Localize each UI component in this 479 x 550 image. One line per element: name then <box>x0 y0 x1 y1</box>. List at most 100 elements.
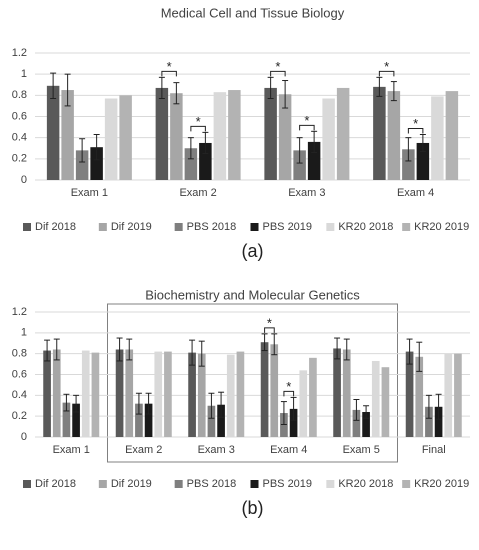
x-tick-label: Exam 4 <box>270 444 307 456</box>
y-tick-label: 0.6 <box>12 368 27 380</box>
bar <box>381 367 390 437</box>
bar <box>373 86 386 180</box>
bar <box>90 147 103 180</box>
legend-swatch <box>23 480 31 488</box>
legend-swatch <box>23 223 31 231</box>
x-tick-label: Final <box>422 444 446 456</box>
legend-label: PBS 2018 <box>187 221 237 233</box>
bar <box>115 349 124 437</box>
bar <box>445 91 459 180</box>
y-tick-label: 0.2 <box>12 153 27 165</box>
bar <box>207 405 216 437</box>
significance-bracket <box>283 390 295 397</box>
bar <box>454 353 462 437</box>
y-tick-label: 0 <box>21 431 27 443</box>
bar <box>425 406 433 437</box>
bar <box>371 360 380 437</box>
legend-label: KR20 2018 <box>338 478 393 490</box>
y-tick-label: 1 <box>21 68 27 80</box>
legend-swatch <box>174 480 183 488</box>
legend-label: PBS 2018 <box>187 478 237 490</box>
bar <box>336 87 350 180</box>
y-tick-label: 0.8 <box>12 348 27 360</box>
significance-bracket <box>264 327 275 333</box>
bar <box>91 352 100 437</box>
bar <box>155 87 169 180</box>
x-tick-label: Exam 5 <box>343 444 380 456</box>
legend-swatch <box>174 223 183 231</box>
highlight-frame <box>107 303 398 463</box>
bar <box>405 351 414 437</box>
significance-bracket <box>161 70 177 77</box>
bar <box>289 408 298 437</box>
caption: (a) <box>242 241 264 261</box>
bar <box>164 351 172 437</box>
x-tick-label: Exam 2 <box>125 444 162 456</box>
bar <box>228 90 241 180</box>
legend-label: KR20 2019 <box>414 478 469 490</box>
significance-bracket <box>270 70 286 77</box>
bar <box>184 148 198 180</box>
legend-swatch <box>98 223 107 231</box>
legend-label: Dif 2018 <box>35 478 76 490</box>
legend-label: PBS 2019 <box>263 221 313 233</box>
bar <box>226 354 235 437</box>
y-tick-label: 0.4 <box>12 389 27 401</box>
y-tick-label: 1.2 <box>12 47 27 59</box>
bar <box>170 93 183 180</box>
significance-label: * <box>286 379 291 394</box>
bar <box>260 342 269 437</box>
bar <box>299 370 308 437</box>
bar <box>72 403 80 437</box>
bar <box>293 150 306 180</box>
bar <box>362 412 370 437</box>
significance-bracket <box>378 70 395 77</box>
bar <box>307 141 321 180</box>
bar <box>217 404 225 437</box>
bar <box>61 90 74 180</box>
bar <box>342 349 351 437</box>
legend-swatch <box>250 480 259 488</box>
bar <box>415 356 424 437</box>
caption: (b) <box>242 498 264 518</box>
legend-swatch <box>250 223 259 231</box>
bar <box>387 91 401 180</box>
y-tick-label: 0.6 <box>12 110 27 122</box>
bar <box>199 142 212 180</box>
bar <box>144 403 153 437</box>
bar <box>270 344 279 437</box>
significance-label: * <box>196 114 201 129</box>
legend-swatch <box>326 480 335 488</box>
legend-label: PBS 2019 <box>263 478 313 490</box>
bar <box>236 351 245 437</box>
bar <box>135 403 143 437</box>
y-tick-label: 1.2 <box>12 306 27 318</box>
x-tick-label: Exam 1 <box>53 444 90 456</box>
bar <box>434 406 443 437</box>
bar <box>264 87 277 180</box>
bar <box>444 353 453 437</box>
legend-label: KR20 2018 <box>338 221 393 233</box>
bar <box>280 413 288 437</box>
chart-title: Medical Cell and Tissue Biology <box>161 5 345 20</box>
bar <box>154 351 163 437</box>
bar <box>322 98 335 180</box>
bar <box>43 350 51 437</box>
significance-bracket <box>299 124 315 131</box>
x-tick-label: Exam 4 <box>397 187 434 199</box>
bar <box>104 98 118 180</box>
bar <box>309 357 317 437</box>
y-tick-label: 1 <box>21 327 27 339</box>
bar <box>75 150 89 180</box>
bar <box>81 350 90 437</box>
bar <box>197 353 206 437</box>
legend-swatch <box>326 223 335 231</box>
bar <box>416 142 430 180</box>
bar <box>52 349 61 437</box>
significance-bracket <box>190 125 206 132</box>
significance-label: * <box>267 315 272 330</box>
x-tick-label: Exam 3 <box>198 444 235 456</box>
legend-label: Dif 2019 <box>111 221 152 233</box>
significance-label: * <box>413 116 418 131</box>
